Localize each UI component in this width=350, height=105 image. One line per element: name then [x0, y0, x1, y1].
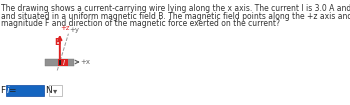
Text: N: N — [45, 86, 52, 95]
Bar — [58, 58, 68, 66]
Text: +y: +y — [69, 27, 79, 33]
Bar — [49, 85, 62, 96]
Text: B: B — [54, 37, 61, 47]
Bar — [45, 58, 75, 66]
Bar — [6, 85, 44, 96]
Text: +x: +x — [80, 59, 91, 65]
Text: I: I — [63, 60, 65, 66]
Text: magnitude F and direction of the magnetic force exerted on the current?: magnitude F and direction of the magneti… — [1, 19, 280, 28]
Text: i: i — [7, 86, 9, 95]
Text: F =: F = — [1, 86, 16, 95]
Bar — [59, 60, 61, 64]
Text: ▾: ▾ — [54, 86, 58, 95]
Text: +z: +z — [61, 25, 70, 31]
Text: The drawing shows a current-carrying wire lying along the x axis. The current I : The drawing shows a current-carrying wir… — [1, 4, 350, 13]
Text: and situated in a uniform magnetic field B. The magnetic field points along the : and situated in a uniform magnetic field… — [1, 12, 350, 20]
